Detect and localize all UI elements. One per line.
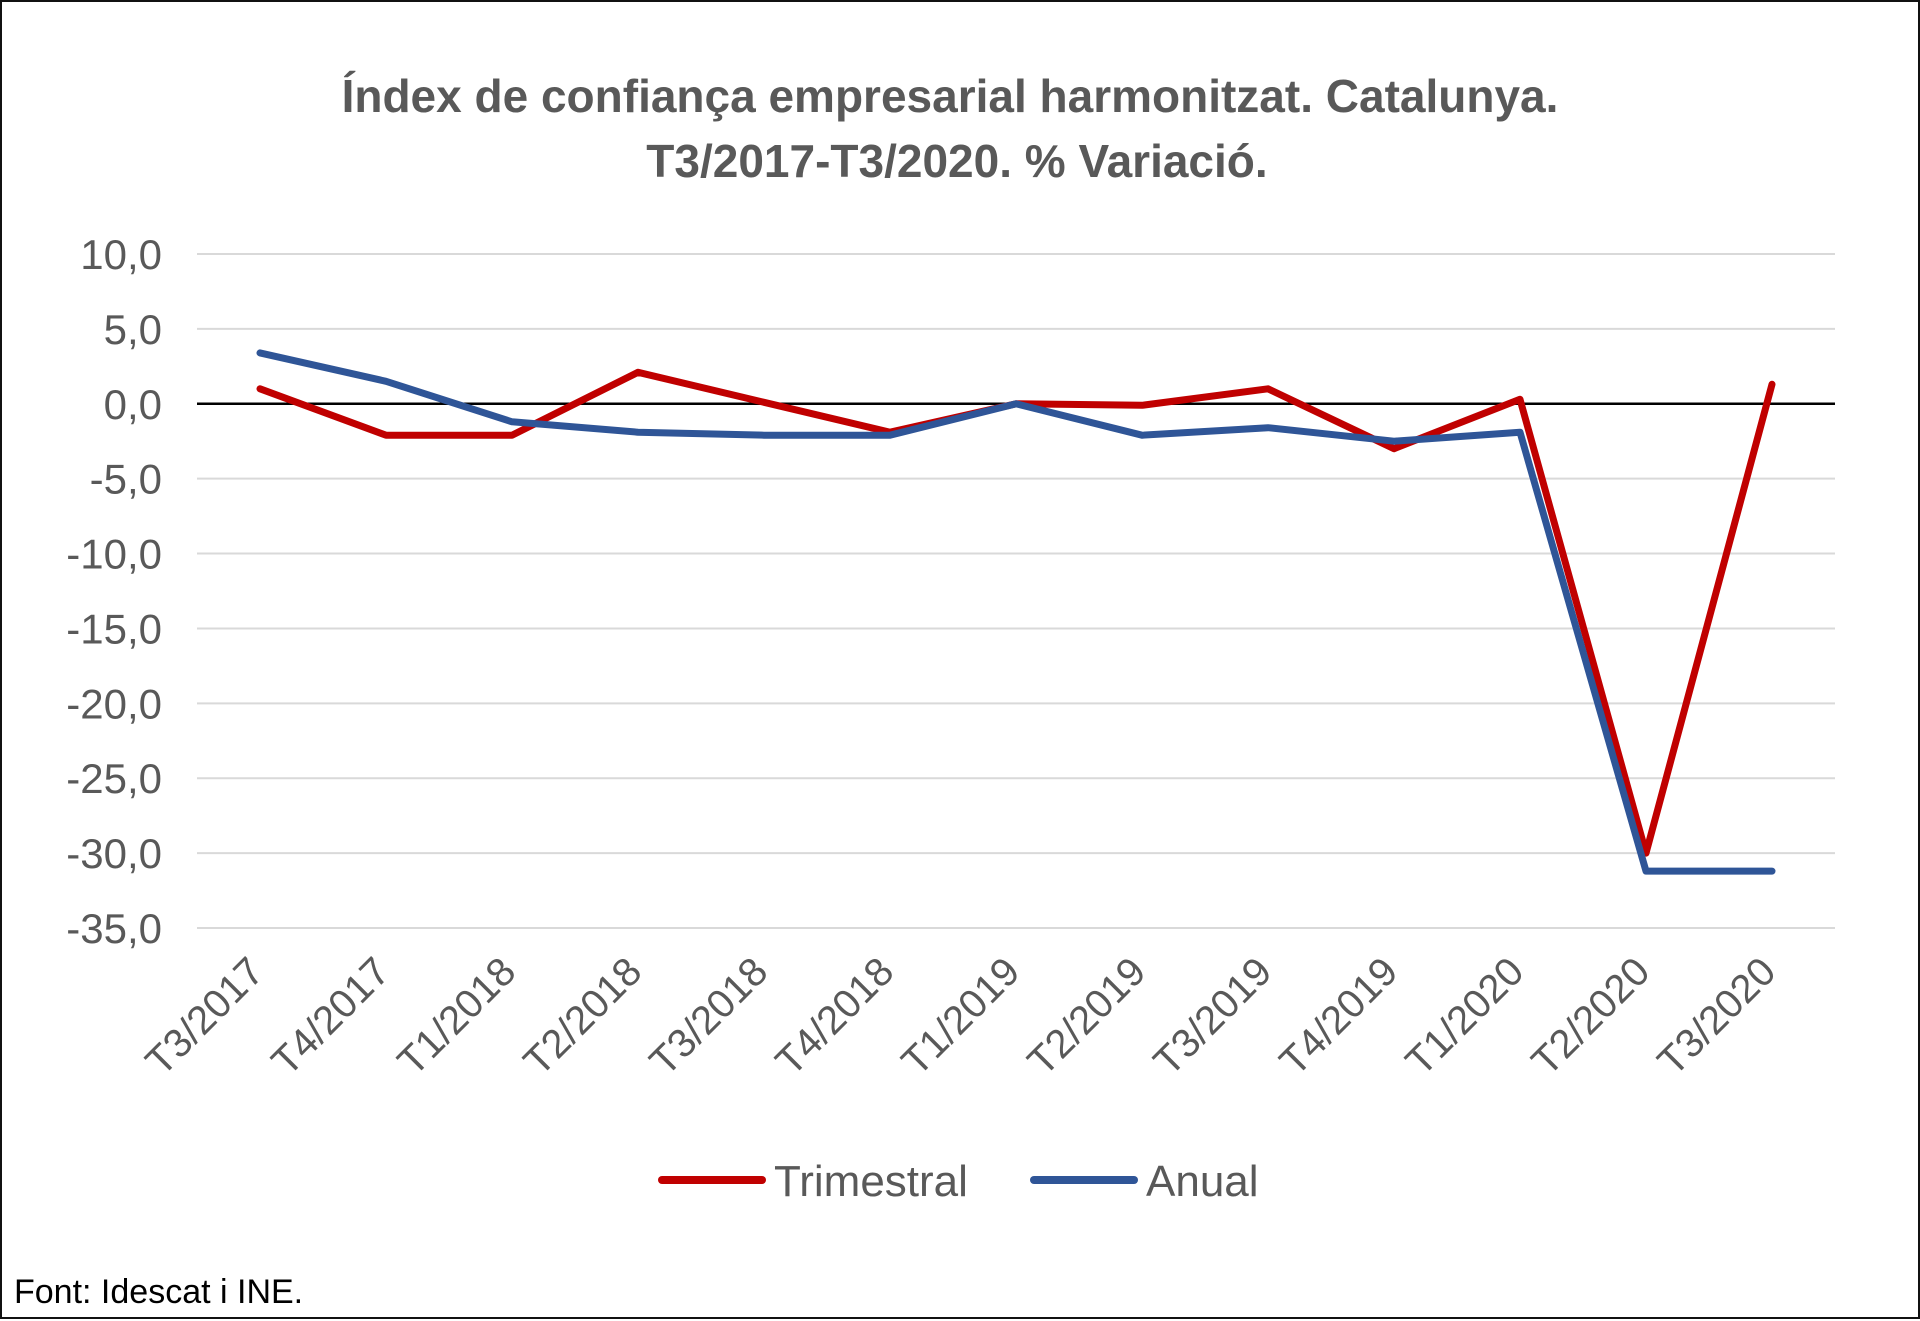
y-tick-label: 10,0 xyxy=(80,231,162,278)
y-tick-label: -25,0 xyxy=(66,755,162,802)
x-tick-label: T2/2019 xyxy=(1019,949,1154,1084)
legend-label-trimestral: Trimestral xyxy=(774,1157,968,1206)
series-line-anual xyxy=(256,349,1776,875)
x-tick-label: T1/2018 xyxy=(389,949,524,1084)
y-tick-label: -35,0 xyxy=(66,905,162,952)
y-tick-label: 0,0 xyxy=(104,381,162,428)
x-tick-label: T1/2020 xyxy=(1397,949,1532,1084)
x-axis-ticks: T3/2017T4/2017T1/2018T2/2018T3/2018T4/20… xyxy=(137,949,1784,1084)
y-axis-ticks: 10,0 5,0 0,0 -5,0 -10,0 -15,0 -20,0 -25,0 -30,0 -… xyxy=(66,231,162,952)
legend-label-anual: Anual xyxy=(1146,1157,1259,1206)
x-tick-label: T3/2018 xyxy=(641,949,776,1084)
x-tick-label: T4/2018 xyxy=(767,949,902,1084)
x-tick-label: T1/2019 xyxy=(893,949,1028,1084)
x-tick-label: T3/2017 xyxy=(137,949,272,1084)
x-tick-label: T4/2019 xyxy=(1271,949,1406,1084)
y-tick-label: -30,0 xyxy=(66,830,162,877)
gridlines xyxy=(197,253,1835,929)
x-tick-label: T3/2020 xyxy=(1649,949,1784,1084)
y-tick-label: 5,0 xyxy=(104,306,162,353)
legend: Trimestral Anual xyxy=(658,1157,1259,1206)
x-tick-label: T2/2018 xyxy=(515,949,650,1084)
x-tick-label: T4/2017 xyxy=(263,949,398,1084)
y-tick-label: -20,0 xyxy=(66,680,162,727)
x-tick-label: T2/2020 xyxy=(1523,949,1658,1084)
y-tick-label: -5,0 xyxy=(90,456,162,503)
chart-title: Índex de confiança empresarial harmonitz… xyxy=(342,70,1559,122)
y-tick-label: -15,0 xyxy=(66,605,162,652)
chart-subtitle: T3/2017-T3/2020. % Variació. xyxy=(646,135,1267,187)
source-note: Font: Idescat i INE. xyxy=(14,1273,303,1311)
series-line-trimestral xyxy=(256,368,1776,857)
y-tick-label: -10,0 xyxy=(66,531,162,578)
series-lines xyxy=(256,349,1776,875)
x-tick-label: T3/2019 xyxy=(1145,949,1280,1084)
